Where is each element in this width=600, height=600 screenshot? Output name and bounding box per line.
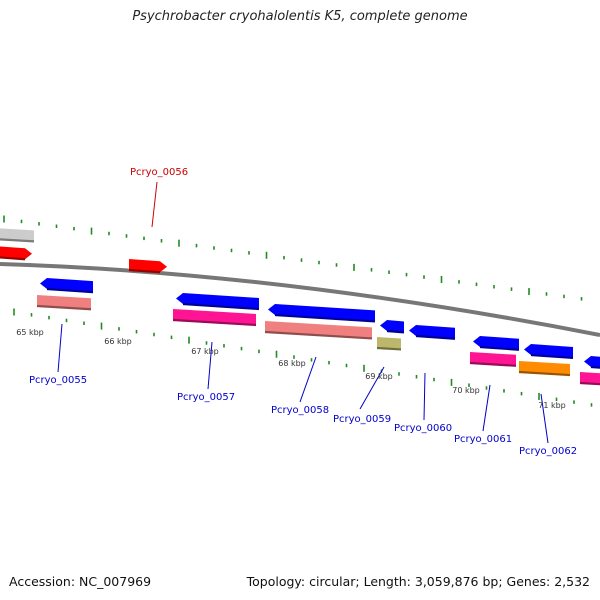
kbp-label-70: 70 kbp xyxy=(452,386,480,395)
cds-pcryo-0055-shadow xyxy=(46,287,94,294)
cds-pcryo-0056-shadow xyxy=(128,268,161,274)
cds-pcryo-0061-shadow xyxy=(479,345,520,351)
cds-pcryo-0061[interactable] xyxy=(473,336,520,351)
misc-pcryo-0059[interactable] xyxy=(376,337,402,351)
cds-pcryo-0059[interactable] xyxy=(380,320,405,334)
gene-label-pcryo-0057[interactable]: Pcryo_0057 xyxy=(177,392,235,403)
genome-backbone xyxy=(0,262,600,337)
leader-pcryo-0061 xyxy=(482,384,491,432)
kbp-label-67: 67 kbp xyxy=(191,347,219,356)
cds-pcryo-0058-body xyxy=(268,304,375,322)
cds-pcryo-0060-shadow xyxy=(415,334,456,340)
leader-pcryo-0060 xyxy=(423,372,426,421)
misc-pcryo-0062-body xyxy=(519,361,570,376)
kbp-label-69: 69 kbp xyxy=(365,372,393,381)
leader-pcryo-0056 xyxy=(151,181,158,228)
rna-pcryo-0061-shadow xyxy=(469,361,517,367)
leader-pcryo-0058 xyxy=(299,356,317,403)
accession-label: Accession: NC_007969 xyxy=(9,574,152,589)
rna-pcryo-0058[interactable] xyxy=(264,321,373,340)
cds-forward-1-shadow xyxy=(0,256,26,261)
kbp-label-71: 71 kbp xyxy=(538,401,566,410)
cds-pcryo-0060[interactable] xyxy=(409,325,456,340)
cds-pcryo-0058-shadow xyxy=(274,313,376,323)
cds-pcryo-0058[interactable] xyxy=(268,304,376,323)
cds-pcryo-0059-shadow xyxy=(386,329,405,334)
gene-label-layer: Pcryo_0055 Pcryo_0056 Pcryo_0057 Pcryo_0… xyxy=(29,167,577,457)
kbp-label-66: 66 kbp xyxy=(104,337,132,346)
rna-pcryo-0063-shadow xyxy=(579,381,600,386)
kbp-label-65: 65 kbp xyxy=(16,328,44,337)
rna-pcryo-0058-body xyxy=(265,321,372,339)
leader-pcryo-0059 xyxy=(359,366,385,410)
gray-feature-body xyxy=(0,228,34,242)
genome-summary: Topology: circular; Length: 3,059,876 bp… xyxy=(246,574,590,589)
inner-tick-track xyxy=(13,308,593,407)
kbp-label-layer: 65 kbp 66 kbp 67 kbp 68 kbp 69 kbp 70 kb… xyxy=(16,328,566,410)
gene-label-pcryo-0058[interactable]: Pcryo_0058 xyxy=(271,405,329,416)
gene-label-pcryo-0060[interactable]: Pcryo_0060 xyxy=(394,423,452,434)
gene-label-pcryo-0056[interactable]: Pcryo_0056 xyxy=(130,167,188,178)
cds-pcryo-0056[interactable] xyxy=(128,259,167,274)
leader-pcryo-0055 xyxy=(57,323,63,373)
misc-pcryo-0059-shadow xyxy=(376,346,402,351)
cds-pcryo-0063[interactable] xyxy=(584,356,600,369)
rna-pcryo-0055-shadow xyxy=(36,304,92,311)
cds-pcryo-0063-shadow xyxy=(590,365,600,369)
rna-pcryo-0055[interactable] xyxy=(36,295,92,311)
cds-pcryo-0062-shadow xyxy=(530,353,574,360)
gray-feature[interactable] xyxy=(0,228,35,243)
gene-label-pcryo-0061[interactable]: Pcryo_0061 xyxy=(454,434,512,445)
rna-pcryo-0061-body xyxy=(470,352,516,366)
cds-pcryo-0063-body xyxy=(584,356,600,368)
gene-label-pcryo-0062[interactable]: Pcryo_0062 xyxy=(519,446,577,457)
rna-pcryo-0058-shadow xyxy=(264,330,373,340)
rna-pcryo-0057[interactable] xyxy=(172,309,257,327)
map-title: Psychrobacter cryohalolentis K5, complet… xyxy=(132,9,468,24)
gray-feature-shadow xyxy=(0,238,35,243)
gene-label-pcryo-0059[interactable]: Pcryo_0059 xyxy=(333,414,391,425)
misc-pcryo-0062[interactable] xyxy=(518,361,571,377)
rna-pcryo-0057-shadow xyxy=(172,318,257,327)
cds-pcryo-0055[interactable] xyxy=(40,278,94,294)
cds-pcryo-0059-body xyxy=(380,320,404,333)
cds-forward-1-body xyxy=(0,246,32,260)
leader-pcryo-0062 xyxy=(540,393,549,444)
kbp-label-68: 68 kbp xyxy=(278,359,306,368)
gene-label-pcryo-0055[interactable]: Pcryo_0055 xyxy=(29,375,87,386)
cds-pcryo-0057-shadow xyxy=(182,302,260,311)
cds-pcryo-0062[interactable] xyxy=(524,344,574,360)
misc-pcryo-0059-body xyxy=(377,337,401,350)
outer-tick-track xyxy=(3,215,583,301)
misc-pcryo-0062-shadow xyxy=(518,370,571,377)
rna-pcryo-0063-body xyxy=(580,372,600,385)
cds-pcryo-0057[interactable] xyxy=(176,293,260,311)
cds-forward-1[interactable] xyxy=(0,246,32,261)
feature-layer xyxy=(0,228,600,386)
rna-pcryo-0063[interactable] xyxy=(579,372,600,386)
rna-pcryo-0061[interactable] xyxy=(469,352,517,367)
rna-pcryo-0055-body xyxy=(37,295,91,310)
cds-pcryo-0056-body xyxy=(129,259,167,273)
label-leaders xyxy=(57,181,549,444)
cds-pcryo-0057-body xyxy=(176,293,259,309)
leader-pcryo-0057 xyxy=(207,341,213,390)
